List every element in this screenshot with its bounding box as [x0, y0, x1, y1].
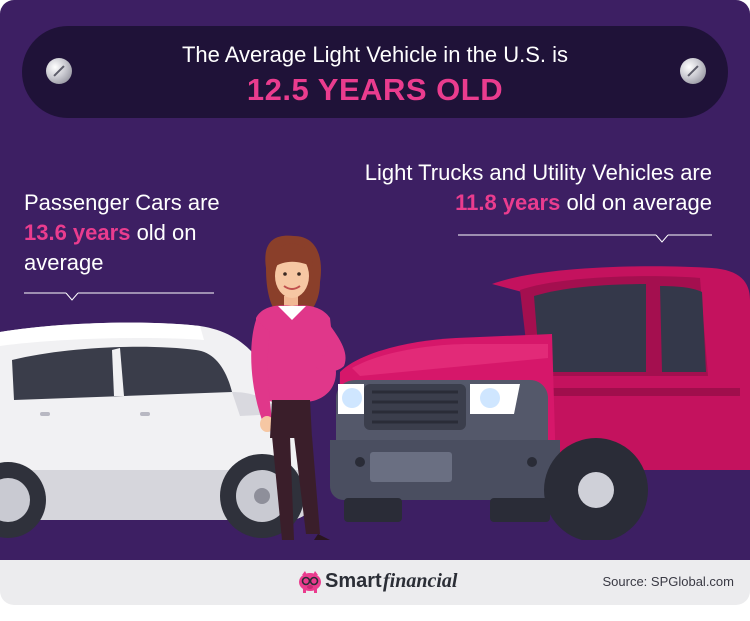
headline-text: The Average Light Vehicle in the U.S. is: [181, 42, 569, 67]
trucks-stat: Light Trucks and Utility Vehicles are 11…: [300, 158, 712, 218]
piggy-bank-glasses-icon: [299, 571, 321, 593]
cars-callout-line: [24, 292, 214, 301]
bolt-icon: [680, 58, 706, 84]
footer: Smart financial Source: SPGlobal.com: [0, 560, 750, 605]
infographic-card: The Average Light Vehicle in the U.S. is…: [0, 0, 750, 605]
scene-illustration: [0, 234, 750, 548]
source-note: Source: SPGlobal.com: [602, 574, 734, 589]
passenger-cars-suffix: old on: [136, 220, 197, 245]
brand-name-italic: financial: [383, 570, 458, 592]
brand-name-bold: Smart: [325, 570, 382, 592]
passenger-cars-age: 13.6 years: [24, 220, 131, 245]
passenger-cars-prefix: Passenger Cars are: [24, 190, 220, 215]
scene: The Average Light Vehicle in the U.S. is…: [0, 0, 750, 560]
trucks-prefix: Light Trucks and Utility Vehicles are: [364, 160, 712, 185]
trucks-age: 11.8 years: [455, 190, 561, 215]
headline-banner: The Average Light Vehicle in the U.S. is…: [22, 26, 728, 118]
bolt-icon: [46, 58, 72, 84]
passenger-cars-stat: Passenger Cars are 13.6 years old on ave…: [24, 188, 264, 278]
trucks-suffix: old on average: [566, 190, 712, 215]
pickup-truck: [330, 266, 750, 542]
woman-illustration: [251, 235, 346, 548]
headline-value: 12.5 YEARS OLD: [246, 72, 504, 107]
passenger-cars-suffix-2: average: [24, 250, 104, 275]
trucks-callout-line: [458, 234, 712, 243]
